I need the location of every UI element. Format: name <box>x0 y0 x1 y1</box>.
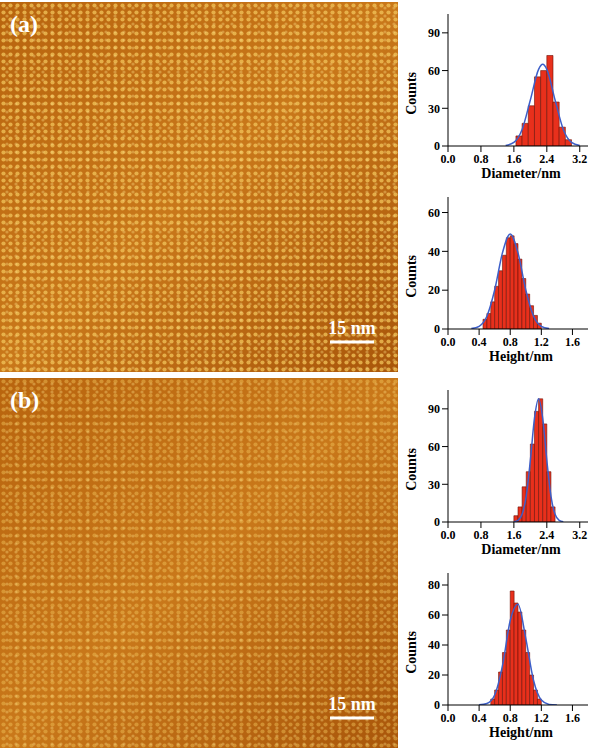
svg-text:0.4: 0.4 <box>472 334 487 348</box>
html-text:Counts: Counts <box>404 72 419 115</box>
svg-text:2.4: 2.4 <box>539 527 554 541</box>
svg-text:40: 40 <box>428 638 440 652</box>
svg-text:0.4: 0.4 <box>472 710 487 724</box>
svg-text:20: 20 <box>428 668 440 682</box>
svg-text:15 nm: 15 nm <box>328 694 376 714</box>
svg-text:80: 80 <box>428 578 440 592</box>
svg-text:60: 60 <box>428 439 440 453</box>
svg-text:0.0: 0.0 <box>441 527 456 541</box>
svg-text:40: 40 <box>428 244 440 258</box>
svg-text:(a): (a) <box>10 11 38 37</box>
svg-text:60: 60 <box>428 205 440 219</box>
svg-text:3.2: 3.2 <box>572 527 587 541</box>
svg-text:1.6: 1.6 <box>565 710 580 724</box>
svg-text:1.2: 1.2 <box>534 710 549 724</box>
svg-text:90: 90 <box>428 402 440 416</box>
svg-text:60: 60 <box>428 63 440 77</box>
html-text:Counts: Counts <box>404 631 419 674</box>
svg-text:0.0: 0.0 <box>441 334 456 348</box>
html-text:Counts: Counts <box>404 448 419 491</box>
svg-text:60: 60 <box>428 608 440 622</box>
svg-text:0.8: 0.8 <box>503 710 518 724</box>
svg-text:1.6: 1.6 <box>506 527 521 541</box>
svg-text:0.8: 0.8 <box>503 334 518 348</box>
svg-text:0: 0 <box>434 139 440 153</box>
svg-text:0: 0 <box>434 515 440 529</box>
svg-text:15 nm: 15 nm <box>328 318 376 338</box>
svg-text:(b): (b) <box>10 387 39 413</box>
html-text:Height/nm: Height/nm <box>489 348 553 364</box>
html-text:Height/nm: Height/nm <box>489 724 553 740</box>
svg-text:1.6: 1.6 <box>565 334 580 348</box>
svg-text:90: 90 <box>428 26 440 40</box>
svg-text:2.4: 2.4 <box>539 151 554 165</box>
html-text:Diameter/nm: Diameter/nm <box>481 541 561 557</box>
svg-text:3.2: 3.2 <box>572 151 587 165</box>
svg-text:30: 30 <box>428 101 440 115</box>
svg-text:0: 0 <box>434 322 440 336</box>
svg-text:0.8: 0.8 <box>473 151 488 165</box>
svg-text:0.8: 0.8 <box>473 527 488 541</box>
html-text:Counts: Counts <box>404 255 419 298</box>
svg-text:0.0: 0.0 <box>441 710 456 724</box>
svg-text:20: 20 <box>428 283 440 297</box>
svg-text:1.2: 1.2 <box>534 334 549 348</box>
html-text:Diameter/nm: Diameter/nm <box>481 165 561 181</box>
svg-text:0: 0 <box>434 698 440 712</box>
svg-text:0.0: 0.0 <box>441 151 456 165</box>
svg-text:1.6: 1.6 <box>506 151 521 165</box>
svg-text:30: 30 <box>428 477 440 491</box>
